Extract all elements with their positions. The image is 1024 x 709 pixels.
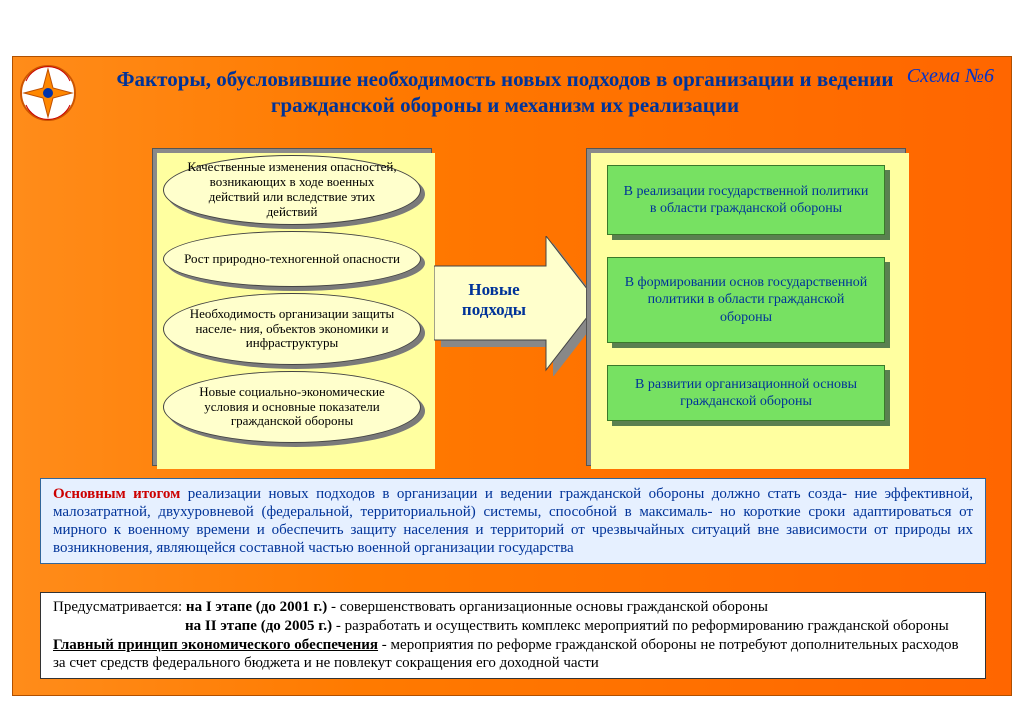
factor-ellipse: Необходимость организации защиты населе-… xyxy=(163,293,421,365)
principle-label: Главный принцип экономического обеспечен… xyxy=(53,637,378,653)
stages-box: Предусматривается: на I этапе (до 2001 г… xyxy=(40,592,986,679)
slide: Схема №6 Факторы, обусловившие необходим… xyxy=(0,0,1024,709)
factor-ellipse: Новые социально-экономические условия и … xyxy=(163,371,421,443)
factor-text: Качественные изменения опасностей, возни… xyxy=(183,160,401,220)
page-title: Факторы, обусловившие необходимость новы… xyxy=(80,66,930,119)
stages-prefix: Предусматривается: xyxy=(53,599,186,615)
stage1-label: на I этапе (до 2001 г.) xyxy=(186,599,327,615)
arrow-label: Новые подходы xyxy=(444,280,544,321)
stage2-text: - разработать и осуществить комплекс мер… xyxy=(332,618,949,634)
factors-panel: Качественные изменения опасностей, возни… xyxy=(152,148,432,466)
factor-ellipse: Рост природно-техногенной опасности xyxy=(163,231,421,287)
summary-lead: Основным итогом xyxy=(53,486,180,502)
factor-text: Рост природно-техногенной опасности xyxy=(184,252,400,267)
approach-box: В формировании основ государственной пол… xyxy=(607,257,885,343)
approaches-panel: В реализации государственной политики в … xyxy=(586,148,906,466)
factor-text: Новые социально-экономические условия и … xyxy=(183,385,401,430)
emblem-icon xyxy=(20,65,76,121)
approach-text: В формировании основ государственной пол… xyxy=(607,257,885,343)
factor-ellipse: Качественные изменения опасностей, возни… xyxy=(163,155,421,225)
summary-box: Основным итогом реализации новых подходо… xyxy=(40,478,986,564)
stage1-text: - совершенствовать организационные основ… xyxy=(327,599,768,615)
approach-box: В развитии организационной основы гражда… xyxy=(607,365,885,421)
stage2-label: на II этапе (до 2005 г.) xyxy=(185,618,332,634)
approach-text: В реализации государственной политики в … xyxy=(607,165,885,235)
approach-box: В реализации государственной политики в … xyxy=(607,165,885,235)
approach-text: В развитии организационной основы гражда… xyxy=(607,365,885,421)
factor-text: Необходимость организации защиты населе-… xyxy=(183,307,401,352)
diagram: Качественные изменения опасностей, возни… xyxy=(152,148,908,468)
arrow-block: Новые подходы xyxy=(434,236,604,376)
summary-body: реализации новых подходов в организации … xyxy=(53,486,973,556)
